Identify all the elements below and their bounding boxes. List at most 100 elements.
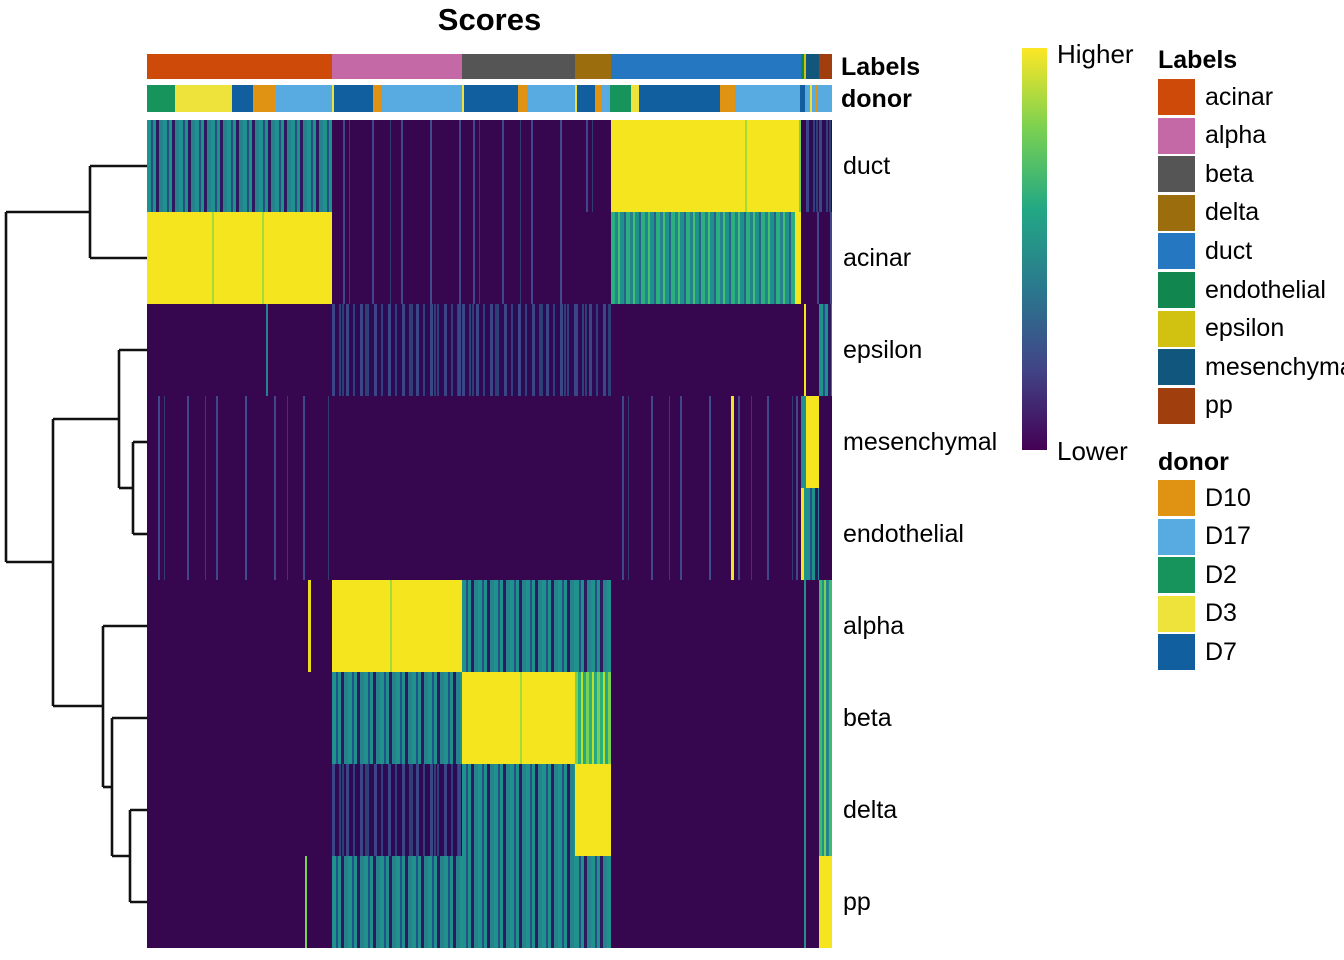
heatmap-cell-epsilon-duct <box>611 304 801 396</box>
row-label-beta: beta <box>843 703 892 732</box>
donor-segment-D3 <box>810 85 812 112</box>
heatmap-cell-pp-endothelial <box>801 856 804 948</box>
heatmap-cell-beta-endothelial <box>801 672 804 764</box>
heatmap-cell-endothelial-endothelial <box>801 488 804 580</box>
heatmap-cell-epsilon-beta <box>462 304 575 396</box>
heatmap-cell-pp-delta <box>575 856 611 948</box>
donor-segment-D3 <box>462 85 464 112</box>
heatmap-cell-alpha-beta <box>462 580 575 672</box>
donor-segment-D7 <box>464 85 518 112</box>
heatmap-cell-epsilon-endothelial <box>801 304 804 396</box>
row-label-delta: delta <box>843 795 898 824</box>
donor-segment-D2 <box>147 85 175 112</box>
labels-legend-label-beta: beta <box>1205 159 1254 188</box>
heatmap-cell-epsilon-pp <box>819 304 832 396</box>
labels-legend-swatch-pp <box>1158 387 1195 424</box>
heatmap-cell-duct-pp <box>819 120 832 212</box>
heatmap-cell-endothelial-acinar <box>147 488 332 580</box>
donor-legend-swatch-D17 <box>1158 518 1195 555</box>
labels-legend-label-acinar: acinar <box>1205 82 1274 111</box>
donor-annotation-bar <box>147 85 832 112</box>
donor-segment-D3 <box>175 85 232 112</box>
heatmap-cell-duct-delta <box>575 120 611 212</box>
heatmap-accent-line <box>520 672 522 764</box>
heatmap-cell-delta-duct <box>611 764 801 856</box>
labels-segment-mesenchymal <box>806 54 819 79</box>
heatmap-accent-line <box>731 488 734 580</box>
heatmap-cell-endothelial-alpha <box>332 488 462 580</box>
heatmap-cell-beta-pp <box>819 672 832 764</box>
heatmap-cell-duct-alpha <box>332 120 462 212</box>
donor-segment-D10 <box>595 85 601 112</box>
heatmap-cell-delta-beta <box>462 764 575 856</box>
heatmap-cell-alpha-mesenchymal <box>806 580 819 672</box>
heatmap-cell-alpha-epsilon <box>804 580 806 672</box>
labels-legend-label-duct: duct <box>1205 236 1253 265</box>
heatmap-accent-line <box>262 212 264 304</box>
labels-legend-swatch-alpha <box>1158 117 1195 154</box>
heatmap-cell-alpha-delta <box>575 580 611 672</box>
donor-segment-D17 <box>601 85 610 112</box>
heatmap-cell-delta-pp <box>819 764 832 856</box>
labels-legend-label-mesenchymal: mesenchymal <box>1205 352 1344 381</box>
heatmap-cell-duct-acinar <box>147 120 332 212</box>
heatmap-cell-duct-duct <box>611 120 801 212</box>
heatmap-cell-pp-acinar <box>147 856 332 948</box>
heatmap-cell-pp-duct <box>611 856 801 948</box>
row-label-mesenchymal: mesenchymal <box>843 427 998 456</box>
heatmap-cell-beta-epsilon <box>804 672 806 764</box>
heatmap-cell-acinar-acinar <box>147 212 332 304</box>
heatmap-cell-acinar-duct <box>611 212 801 304</box>
donor-legend-swatch-D3 <box>1158 595 1195 632</box>
donor-segment-D7 <box>800 85 805 112</box>
labels-legend-swatch-mesenchymal <box>1158 349 1195 386</box>
donor-segment-D3 <box>631 85 639 112</box>
donor-legend-label-D3: D3 <box>1205 599 1237 628</box>
labels-segment-alpha <box>332 54 462 79</box>
row-dendrogram <box>4 164 147 904</box>
donor-legend-label-D7: D7 <box>1205 637 1237 666</box>
row-label-acinar: acinar <box>843 243 912 272</box>
row-label-endothelial: endothelial <box>843 519 964 548</box>
heatmap-accent-line <box>390 580 392 672</box>
donor-segment-D3 <box>332 85 334 112</box>
donor-segment-D10 <box>253 85 276 112</box>
donor-segment-D10 <box>815 85 818 112</box>
heatmap-accent-line <box>745 120 747 212</box>
donor-segment-D17 <box>527 85 575 112</box>
heatmap-cell-epsilon-acinar <box>147 304 332 396</box>
donor-segment-D3 <box>575 85 577 112</box>
heatmap-cell-pp-beta <box>462 856 575 948</box>
heatmap-cell-delta-mesenchymal <box>806 764 819 856</box>
labels-segment-endothelial <box>801 54 804 79</box>
row-label-duct: duct <box>843 151 891 180</box>
donor-segment-D7 <box>577 85 595 112</box>
labels-legend-label-endothelial: endothelial <box>1205 275 1326 304</box>
heatmap-cell-epsilon-epsilon <box>804 304 806 396</box>
donor-segment-D2 <box>610 85 631 112</box>
labels-legend-label-epsilon: epsilon <box>1205 314 1285 343</box>
labels-legend-swatch-delta <box>1158 194 1195 231</box>
heatmap-cell-mesenchymal-alpha <box>332 396 462 488</box>
heatmap-cell-mesenchymal-mesenchymal <box>806 396 819 488</box>
heatmap-cell-pp-epsilon <box>804 856 806 948</box>
labels-segment-acinar <box>147 54 332 79</box>
heatmap-cell-mesenchymal-duct <box>611 396 801 488</box>
donor-segment-D17 <box>735 85 800 112</box>
heatmap-accent-line <box>731 396 734 488</box>
heatmap-cell-beta-alpha <box>332 672 462 764</box>
donor-segment-D17 <box>381 85 462 112</box>
heatmap-cell-mesenchymal-delta <box>575 396 611 488</box>
heatmap-cell-delta-acinar <box>147 764 332 856</box>
heatmap-cell-duct-endothelial <box>801 120 804 212</box>
labels-legend-swatch-duct <box>1158 233 1195 270</box>
labels-segment-duct <box>611 54 801 79</box>
heatmap-cell-endothelial-duct <box>611 488 801 580</box>
labels-legend-label-alpha: alpha <box>1205 121 1267 150</box>
donor-legend-label-D10: D10 <box>1205 483 1251 512</box>
donor-segment-D7 <box>639 85 720 112</box>
heatmap-cell-pp-pp <box>819 856 832 948</box>
heatmap-cell-beta-delta <box>575 672 611 764</box>
heatmap-cell-acinar-mesenchymal <box>806 212 819 304</box>
